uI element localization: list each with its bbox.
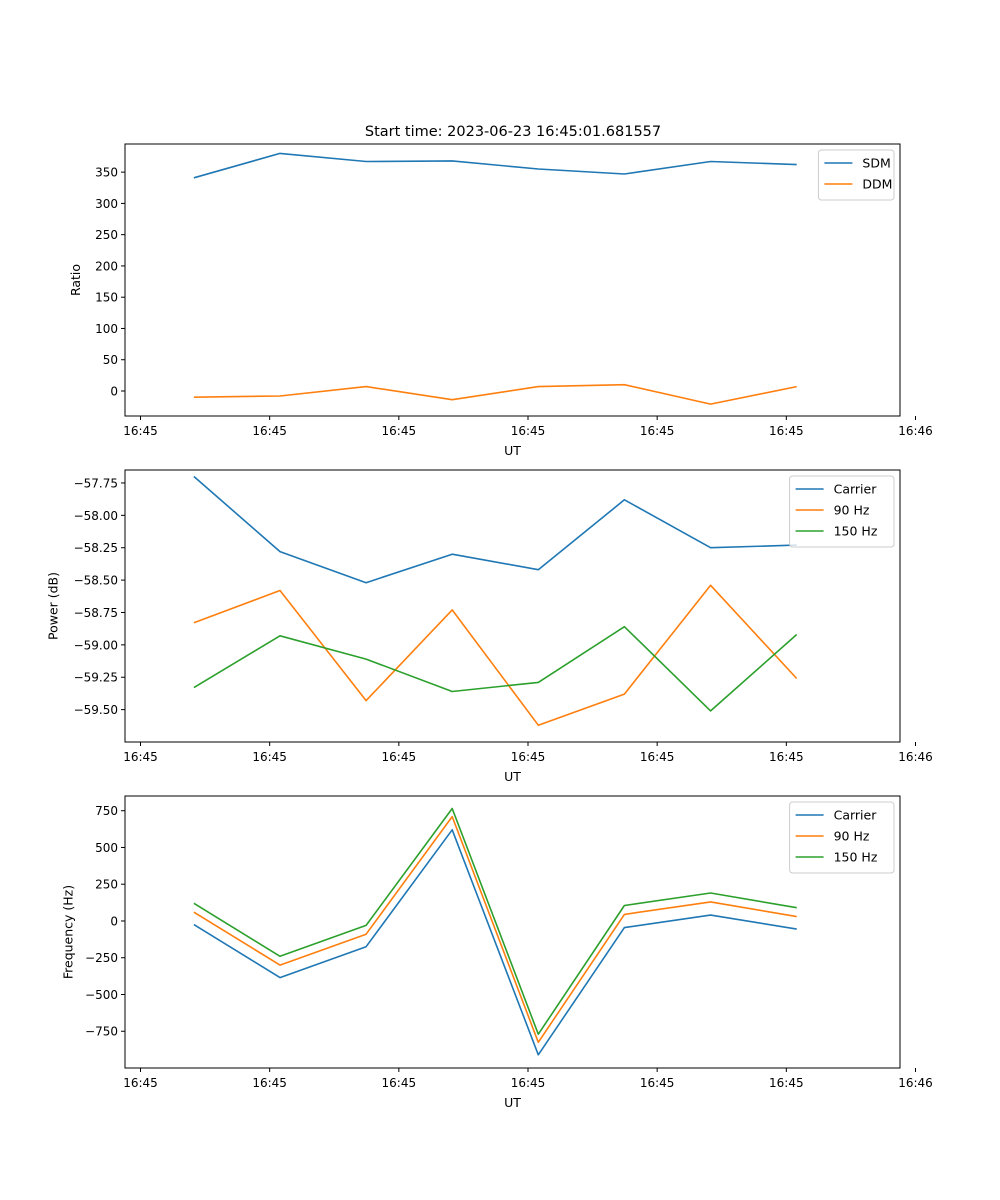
y-tick-label: −58.75 [74, 606, 118, 620]
y-axis-label: Frequency (Hz) [61, 885, 76, 979]
legend-label: 90 Hz [834, 829, 870, 844]
y-tick-label: 250 [95, 878, 118, 892]
series-line-carrier [193, 475, 797, 584]
legend-label: 90 Hz [834, 503, 870, 518]
series-line-carrier [193, 828, 797, 1056]
x-tick-label: 16:45 [123, 750, 158, 764]
plot-area-frame [124, 469, 901, 743]
y-axis-label: Power (dB) [45, 572, 60, 640]
y-tick-label: 0 [110, 914, 118, 928]
x-tick-label: 16:45 [382, 424, 417, 438]
y-tick-label: 250 [95, 228, 118, 242]
legend-box [789, 801, 895, 874]
x-axis-label: UT [504, 443, 521, 458]
y-tick-label: 750 [95, 804, 118, 818]
x-tick-label: 16:45 [640, 424, 675, 438]
y-tick-label: 300 [95, 197, 118, 211]
legend-label: 150 Hz [834, 850, 878, 865]
x-tick-label: 16:45 [252, 750, 287, 764]
y-tick-label: −58.50 [74, 574, 118, 588]
y-tick-label: −59.25 [74, 671, 118, 685]
charts: 16:45 16:45 16:45 16:45 16:45 16:45 16:46 0 50 10… [45, 143, 933, 1110]
series-line-ddm [193, 383, 797, 405]
series-line-90-hz [193, 584, 798, 727]
legend: Carrier 90 Hz 150 Hz [789, 801, 895, 874]
y-tick-label: 350 [95, 166, 118, 180]
chart-1: 16:45 16:45 16:45 16:45 16:45 16:45 16:46 0 50 10… [68, 143, 933, 458]
legend-label: SDM [862, 156, 890, 171]
y-tick-label: −250 [85, 951, 118, 965]
y-tick-label: −59.00 [74, 638, 118, 652]
series-line-90-hz [193, 815, 797, 1044]
x-tick-label: 16:45 [123, 1076, 158, 1090]
x-tick-label: 16:46 [898, 424, 933, 438]
legend-box [789, 475, 895, 548]
x-tick-label: 16:45 [769, 750, 804, 764]
x-axis-label: UT [504, 1095, 521, 1110]
y-tick-label: 50 [103, 353, 118, 367]
y-tick-label: −58.00 [74, 509, 118, 523]
x-tick-label: 16:46 [898, 750, 933, 764]
y-tick-label: 200 [95, 259, 118, 273]
legend: Carrier 90 Hz 150 Hz [789, 475, 895, 548]
legend-label: Carrier [834, 808, 878, 823]
plot-area-frame [124, 143, 901, 417]
y-tick-label: −57.75 [74, 476, 118, 490]
legend-label: 150 Hz [834, 524, 878, 539]
x-tick-label: 16:45 [382, 750, 417, 764]
series-line-sdm [193, 152, 797, 179]
legend-label: DDM [862, 177, 892, 192]
x-tick-label: 16:45 [382, 1076, 417, 1090]
x-tick-label: 16:45 [640, 1076, 675, 1090]
legend: SDM DDM [817, 149, 895, 201]
y-tick-label: −59.50 [74, 703, 118, 717]
y-tick-label: 100 [95, 322, 118, 336]
chart-3: 16:45 16:45 16:45 16:45 16:45 16:45 16:46 750 50… [61, 795, 933, 1110]
x-tick-label: 16:45 [511, 750, 546, 764]
x-tick-label: 16:45 [252, 424, 287, 438]
y-tick-label: 0 [110, 384, 118, 398]
x-tick-label: 16:45 [511, 424, 546, 438]
figure-title: Start time: 2023-06-23 16:45:01.681557 [365, 124, 661, 140]
x-tick-label: 16:45 [123, 424, 158, 438]
y-tick-label: −58.25 [74, 541, 118, 555]
y-tick-label: −750 [85, 1025, 118, 1039]
x-tick-label: 16:45 [769, 1076, 804, 1090]
x-axis-label: UT [504, 769, 521, 784]
x-tick-label: 16:45 [511, 1076, 546, 1090]
x-tick-label: 16:45 [640, 750, 675, 764]
y-tick-label: 500 [95, 841, 118, 855]
chart-2: 16:45 16:45 16:45 16:45 16:45 16:45 16:46 −57.7… [45, 469, 933, 784]
y-tick-label: −500 [85, 988, 118, 1002]
y-tick-label: 150 [95, 291, 118, 305]
x-tick-label: 16:45 [769, 424, 804, 438]
x-tick-label: 16:45 [252, 1076, 287, 1090]
y-axis-label: Ratio [68, 264, 83, 296]
x-tick-label: 16:46 [898, 1076, 933, 1090]
series-line-150-hz [193, 807, 797, 1035]
plot-area-frame [124, 795, 901, 1069]
legend-label: Carrier [834, 482, 878, 497]
series-line-150-hz [193, 625, 798, 712]
